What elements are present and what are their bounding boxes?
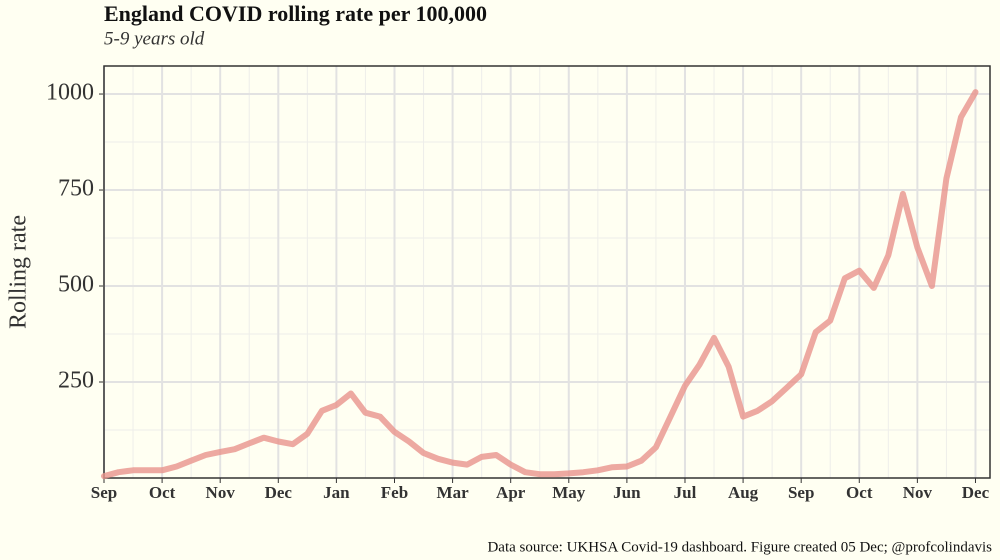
x-tick-label: Jan — [323, 483, 350, 502]
caption: Data source: UKHSA Covid-19 dashboard. F… — [487, 539, 992, 555]
y-tick-label: 750 — [58, 176, 94, 202]
y-axis-label: Rolling rate — [6, 215, 32, 329]
x-tick-label: Feb — [381, 483, 408, 502]
x-tick-label: Sep — [788, 483, 814, 502]
x-tick-label: Jun — [613, 483, 641, 502]
x-tick-label: Dec — [265, 483, 293, 502]
x-tick-label: Dec — [962, 483, 990, 502]
chart-subtitle: 5-9 years old — [104, 28, 205, 49]
x-tick-label: Mar — [437, 483, 470, 502]
plot-frame — [103, 65, 991, 479]
x-tick-label: Apr — [496, 483, 526, 502]
y-tick-label: 250 — [58, 368, 94, 394]
x-tick-label: Sep — [91, 483, 117, 502]
x-tick-label: May — [552, 483, 586, 502]
y-tick-label: 500 — [58, 272, 94, 298]
x-tick-label: Oct — [846, 483, 873, 502]
x-tick-label: Nov — [903, 483, 933, 502]
x-tick-label: Aug — [728, 483, 759, 502]
y-tick-label: 1000 — [46, 80, 94, 106]
x-tick-label: Jul — [674, 483, 697, 502]
x-tick-label: Oct — [149, 483, 176, 502]
x-tick-label: Nov — [206, 483, 236, 502]
chart-title: England COVID rolling rate per 100,000 — [104, 1, 487, 26]
line — [101, 89, 979, 480]
